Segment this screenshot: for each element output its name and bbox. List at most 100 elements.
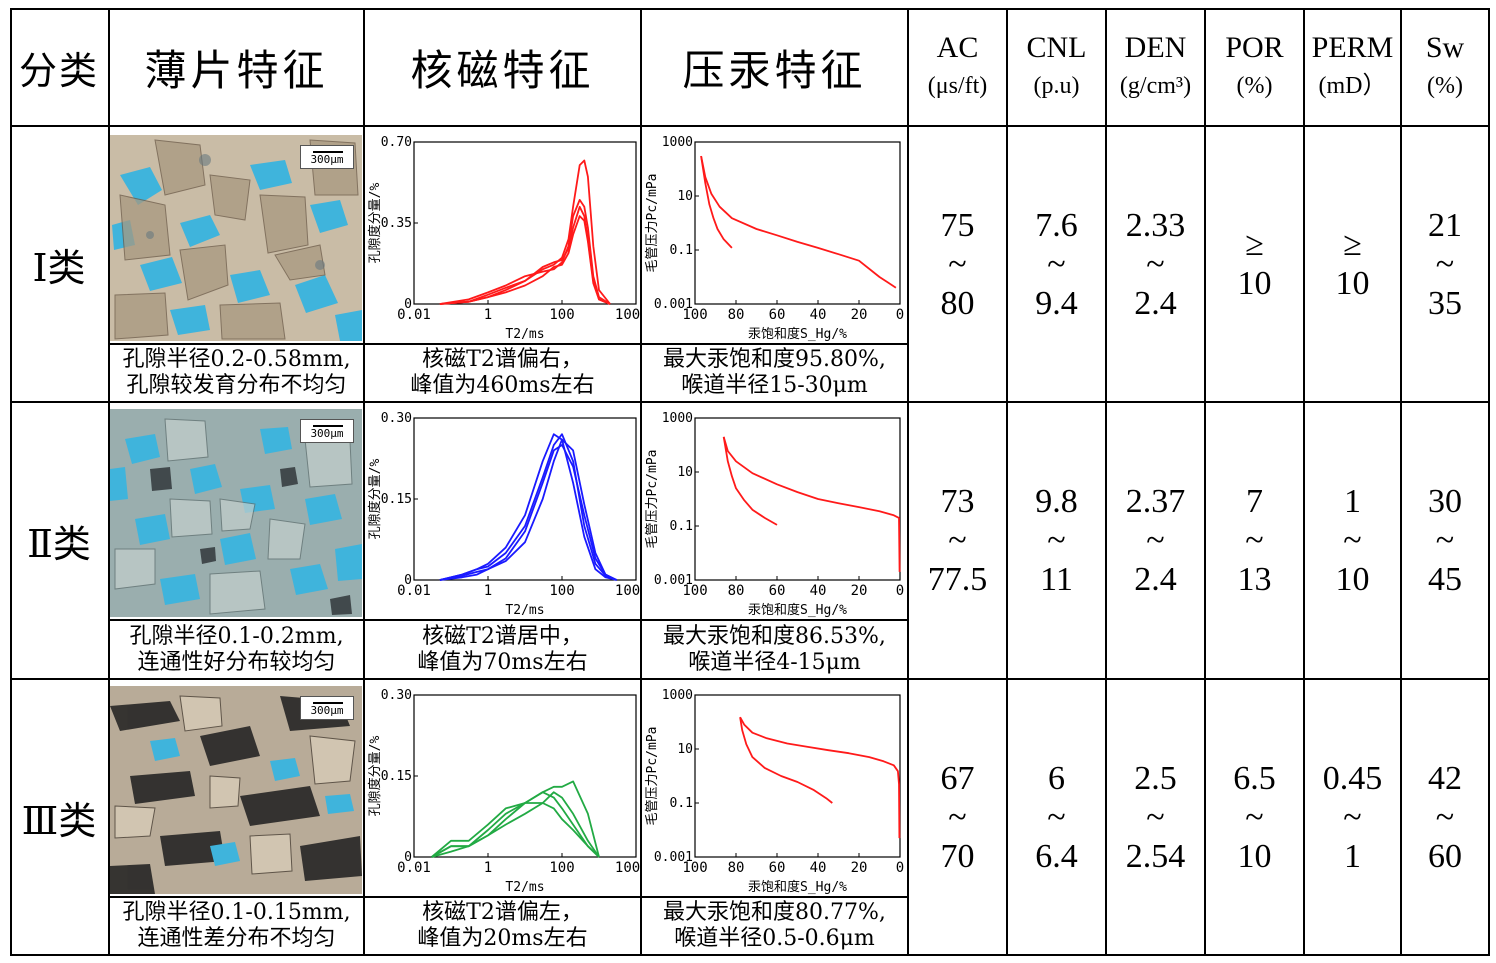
series-line-s4 (431, 791, 600, 858)
por-1-sign: ≥ (1245, 226, 1264, 263)
scale-bar-3: 300μm (300, 696, 354, 720)
cnl-3-max: 6.4 (1035, 837, 1078, 875)
series-line-imbibition (722, 436, 778, 526)
hg-desc-3-line2: 喉道半径0.5-0.6μm (674, 926, 875, 951)
x-tick-label: 60 (769, 583, 786, 599)
header-sw-name: Sw (1425, 31, 1465, 64)
header-cnl: CNL (p.u) (1007, 8, 1106, 126)
series-line-drainage (739, 716, 901, 839)
thin-desc-1: 孔隙半径0.2-0.58mm, 孔隙较发育分布不均匀 (110, 345, 363, 401)
header-mercury: 压汞特征 (682, 45, 867, 95)
x-tick-label: 100 (682, 307, 707, 323)
por-value-3: 6.5 ~10 (1205, 680, 1304, 954)
hg-desc-3-line1: 最大汞饱和度80.77%, (663, 900, 886, 925)
x-tick-label: 100 (682, 860, 707, 876)
thin-desc-2-line2: 连通性好分布较均匀 (137, 649, 336, 675)
nmr-desc-2-line2: 峰值为70ms左右 (417, 649, 588, 675)
perm-2-min: 1 (1344, 483, 1361, 520)
perm-2-tilde: ~ (1343, 522, 1362, 559)
ac-1-tilde: ~ (948, 245, 967, 283)
mercury-chart-3: 100 80 60 40 20 0 0.001 0.1 10 1000 汞饱和度S_Hg/% 毛管压力… (645, 688, 904, 895)
nmr-desc-2-line1: 核磁T2谱居中， (422, 623, 583, 649)
sw-value-3: 42 ~60 (1401, 680, 1489, 954)
sw-1-tilde: ~ (1435, 245, 1455, 283)
y-tick-label: 10 (677, 465, 693, 480)
thin-desc-2-line1: 孔隙半径0.1-0.2mm, (129, 623, 344, 649)
sw-2-max: 45 (1428, 561, 1462, 598)
ac-3-max: 70 (940, 837, 975, 875)
y-axis-label: 毛管压力Pc/mPa (645, 174, 660, 273)
series-line-s4 (439, 438, 618, 581)
cnl-2-tilde: ~ (1047, 522, 1066, 559)
col-divider (1204, 8, 1206, 956)
sw-1-max: 35 (1428, 284, 1462, 322)
ac-value-2: 73 ~77.5 (908, 403, 1007, 678)
header-por: POR (%) (1205, 8, 1304, 126)
row3-desc-divider (108, 896, 908, 898)
x-tick-label: 0.01 (397, 860, 431, 876)
thin-section-photo-3: 300μm (110, 686, 362, 894)
cnl-value-1: 7.6 ~9.4 (1007, 127, 1106, 401)
row2-desc-divider (108, 619, 908, 621)
por-1-val: 10 (1237, 265, 1272, 302)
ac-3-tilde: ~ (948, 798, 967, 836)
thin-section-image (110, 409, 362, 617)
y-tick-label: 10 (677, 189, 693, 204)
y-axis-label: 孔隙度分量/% (367, 736, 383, 817)
cnl-1-max: 9.4 (1035, 284, 1078, 322)
y-tick-label: 1000 (662, 135, 693, 150)
header-perm-unit: (mD） (1318, 73, 1387, 99)
header-sw-unit: (%) (1427, 73, 1463, 99)
sw-3-tilde: ~ (1435, 798, 1455, 836)
header-sw: Sw (%) (1401, 8, 1489, 126)
x-tick-label: 80 (728, 583, 745, 599)
den-value-3: 2.5 ~2.54 (1106, 680, 1205, 954)
series-line-drainage (722, 436, 901, 572)
col-divider (1400, 8, 1402, 956)
sw-value-1: 21 ~35 (1401, 127, 1489, 401)
row2-divider (10, 678, 1490, 680)
por-3-max: 10 (1237, 837, 1272, 875)
reservoir-classification-table: 分类 薄片特征 核磁特征 压汞特征 AC (μs/ft) CNL (p.u) D… (10, 8, 1490, 956)
x-tick-label: 40 (810, 583, 827, 599)
series-line-s2 (431, 802, 600, 858)
header-ac-unit: (μs/ft) (927, 73, 988, 99)
perm-1-sign: ≥ (1343, 226, 1362, 263)
hg-desc-2: 最大汞饱和度86.53%, 喉道半径4-15μm (642, 621, 907, 678)
y-tick-label: 0.35 (381, 216, 412, 231)
y-tick-label: 0.30 (381, 688, 412, 703)
den-1-max: 2.4 (1134, 284, 1177, 322)
ac-value-1: 75 ~80 (908, 127, 1007, 401)
row1-desc-divider (108, 343, 908, 345)
x-axis-label: 汞饱和度S_Hg/% (748, 326, 847, 342)
ac-2-max: 77.5 (927, 561, 988, 598)
col-divider (1006, 8, 1008, 956)
sw-3-max: 60 (1428, 837, 1462, 875)
header-perm-name: PERM (1311, 31, 1394, 64)
y-tick-label: 0 (404, 573, 412, 588)
x-axis-label: T2/ms (505, 603, 544, 618)
hg-desc-1-line1: 最大汞饱和度95.80%, (663, 347, 886, 372)
series-line-s3 (431, 791, 600, 858)
ac-1-max: 80 (940, 284, 975, 322)
thin-desc-2: 孔隙半径0.1-0.2mm, 连通性好分布较均匀 (110, 621, 363, 678)
perm-value-3: 0.45 ~1 (1304, 680, 1401, 954)
por-3-tilde: ~ (1245, 798, 1264, 836)
class-label-2: Ⅱ类 (27, 522, 91, 566)
y-axis-label: 孔隙度分量/% (367, 459, 383, 540)
header-den-unit: (g/cm³) (1119, 73, 1192, 99)
col-divider (640, 8, 642, 956)
series-line-imbibition (739, 717, 833, 804)
perm-2-max: 10 (1335, 561, 1370, 598)
por-2-min: 7 (1246, 483, 1263, 520)
header-perm: PERM (mD） (1304, 8, 1401, 126)
perm-1-val: 10 (1335, 265, 1370, 302)
ac-2-min: 73 (940, 483, 975, 520)
x-tick-label: 20 (851, 583, 868, 599)
series-line-drainage (700, 155, 897, 289)
cnl-1-min: 7.6 (1035, 206, 1078, 244)
header-cnl-name: CNL (1026, 31, 1087, 64)
y-tick-label: 0.15 (381, 769, 412, 784)
col-divider (363, 8, 365, 956)
por-3-min: 6.5 (1233, 759, 1276, 797)
